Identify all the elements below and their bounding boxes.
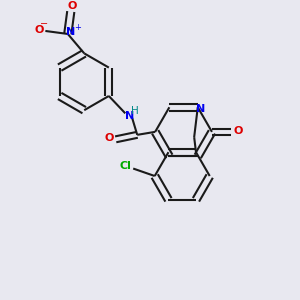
Text: +: +	[74, 23, 81, 32]
Text: O: O	[233, 126, 243, 136]
Text: O: O	[34, 26, 44, 35]
Text: O: O	[104, 133, 114, 143]
Text: N: N	[125, 111, 134, 121]
Text: N: N	[196, 104, 205, 114]
Text: O: O	[68, 1, 77, 11]
Text: Cl: Cl	[120, 161, 132, 171]
Text: N: N	[66, 27, 75, 37]
Text: −: −	[40, 20, 49, 29]
Text: H: H	[131, 106, 139, 116]
